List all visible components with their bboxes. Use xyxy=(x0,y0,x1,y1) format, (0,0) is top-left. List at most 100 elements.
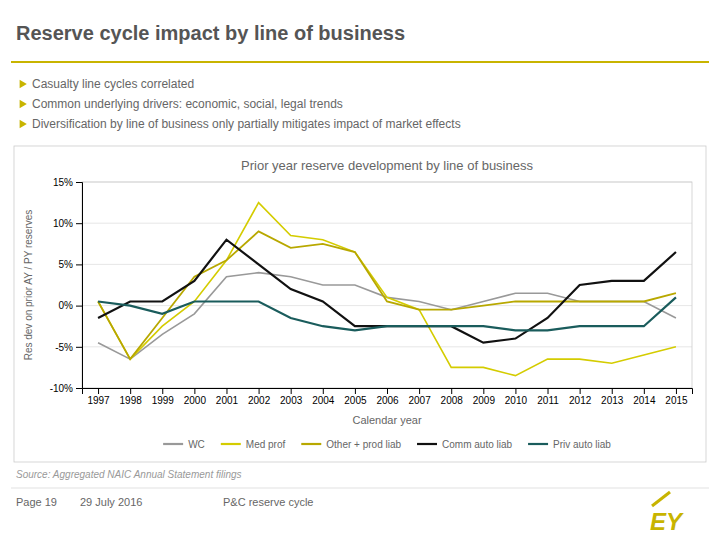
x-tick-label: 2000 xyxy=(184,395,207,406)
x-tick: 2000 xyxy=(184,388,207,406)
x-tick-label: 1998 xyxy=(120,395,143,406)
legend-swatch xyxy=(301,443,321,445)
x-tick-mark xyxy=(419,388,420,394)
series-line xyxy=(98,203,676,376)
footer-text: P&C reserve cycle xyxy=(223,496,313,508)
x-tick-mark xyxy=(98,388,99,394)
bullet-marker xyxy=(20,100,27,108)
x-tick-label: 2014 xyxy=(633,395,656,406)
x-tick: 2008 xyxy=(441,388,464,406)
x-tick-mark xyxy=(451,388,452,394)
x-tick-mark xyxy=(355,388,356,394)
y-tick: 0% xyxy=(59,300,82,311)
y-axis: -10% -5% 0% 5% 10% 15% xyxy=(50,177,83,394)
footer-text: 29 July 2016 xyxy=(80,496,142,508)
x-tick: 1998 xyxy=(120,388,143,406)
x-tick-mark xyxy=(162,388,163,394)
bullet-marker xyxy=(20,80,27,88)
x-tick: 2015 xyxy=(665,388,688,406)
x-tick: 2005 xyxy=(344,388,367,406)
y-tick-mark xyxy=(76,223,82,224)
chart-title: Prior year reserve development by line o… xyxy=(241,158,533,173)
x-tick: 2011 xyxy=(537,388,559,406)
x-tick-mark xyxy=(291,388,292,394)
x-tick: 2014 xyxy=(633,388,656,406)
y-axis-title: Res dev on prior AY / PY reserves xyxy=(23,210,34,361)
footer-text: Page 19 xyxy=(16,496,57,508)
y-tick-label: -5% xyxy=(55,342,73,353)
x-tick: 2007 xyxy=(408,388,431,406)
x-tick-mark xyxy=(323,388,324,394)
x-tick-mark xyxy=(548,388,549,394)
grid-line xyxy=(82,305,692,306)
logo: EY xyxy=(650,508,684,535)
page: Reserve cycle impact by line of business… xyxy=(0,0,720,540)
x-tick-mark xyxy=(644,388,645,394)
y-axis-line xyxy=(76,183,83,389)
series-line xyxy=(98,240,676,343)
grid-line xyxy=(82,264,692,265)
x-tick-label: 2001 xyxy=(216,395,239,406)
legend-label: Comm auto liab xyxy=(442,439,512,450)
y-tick: 15% xyxy=(53,177,82,188)
x-tick: 2013 xyxy=(601,388,624,406)
legend-swatch xyxy=(528,443,548,445)
legend-item: Med prof xyxy=(221,439,286,450)
plot-frame xyxy=(82,182,692,388)
series-line xyxy=(98,273,676,360)
x-tick-label: 2004 xyxy=(312,395,335,406)
x-tick-mark xyxy=(130,388,131,394)
x-tick: 2004 xyxy=(312,388,335,406)
legend-item: Comm auto liab xyxy=(417,439,512,450)
bullet-text: Casualty line cycles correlated xyxy=(32,77,194,91)
series-line xyxy=(98,231,676,359)
footer-rule xyxy=(11,488,709,489)
x-tick-label: 1997 xyxy=(87,395,110,406)
legend-label: Other + prod liab xyxy=(326,439,401,450)
y-tick-label: 10% xyxy=(53,218,73,229)
x-tick-mark xyxy=(194,388,195,394)
y-tick-mark xyxy=(76,264,82,265)
x-tick: 2006 xyxy=(376,388,399,406)
y-tick-label: 5% xyxy=(59,259,74,270)
series-lines xyxy=(98,203,676,376)
x-tick: 2001 xyxy=(216,388,239,406)
legend-label: Priv auto liab xyxy=(553,439,611,450)
y-tick-label: 0% xyxy=(59,300,74,311)
legend-item: WC xyxy=(163,439,205,450)
x-tick-mark xyxy=(387,388,388,394)
logo-mark xyxy=(652,492,670,506)
page-title: Reserve cycle impact by line of business xyxy=(16,22,405,44)
x-tick: 2010 xyxy=(505,388,528,406)
legend-swatch xyxy=(417,443,437,445)
x-tick-mark xyxy=(612,388,613,394)
y-tick: -5% xyxy=(55,342,82,353)
legend-item: Other + prod liab xyxy=(301,439,401,450)
x-tick-mark xyxy=(483,388,484,394)
x-tick: 2002 xyxy=(248,388,271,406)
legend-item: Priv auto liab xyxy=(528,439,611,450)
x-tick: 2009 xyxy=(473,388,496,406)
x-tick: 1999 xyxy=(152,388,175,406)
x-tick-label: 2006 xyxy=(376,395,399,406)
x-tick-label: 2008 xyxy=(441,395,464,406)
y-tick-mark xyxy=(76,306,82,307)
x-tick: 1997 xyxy=(87,388,110,406)
x-tick-label: 1999 xyxy=(152,395,175,406)
legend-swatch xyxy=(163,443,183,445)
source: Source: Aggregated NAIC Annual Statement… xyxy=(16,469,242,480)
y-tick-mark xyxy=(76,347,82,348)
legend-swatch xyxy=(221,443,241,445)
y-tick-label: -10% xyxy=(50,383,73,394)
x-tick-mark xyxy=(676,388,677,394)
x-tick-label: 2005 xyxy=(344,395,367,406)
x-tick-mark xyxy=(515,388,516,394)
bullet-marker xyxy=(20,120,27,128)
legend: WC Med prof Other + prod liab Comm auto lia… xyxy=(163,439,611,450)
x-axis-title: Calendar year xyxy=(352,414,421,426)
x-tick-label: 2011 xyxy=(537,395,559,406)
series-line xyxy=(98,297,676,330)
legend-label: Med prof xyxy=(246,439,286,450)
x-tick: 2003 xyxy=(280,388,303,406)
grid xyxy=(82,182,692,388)
